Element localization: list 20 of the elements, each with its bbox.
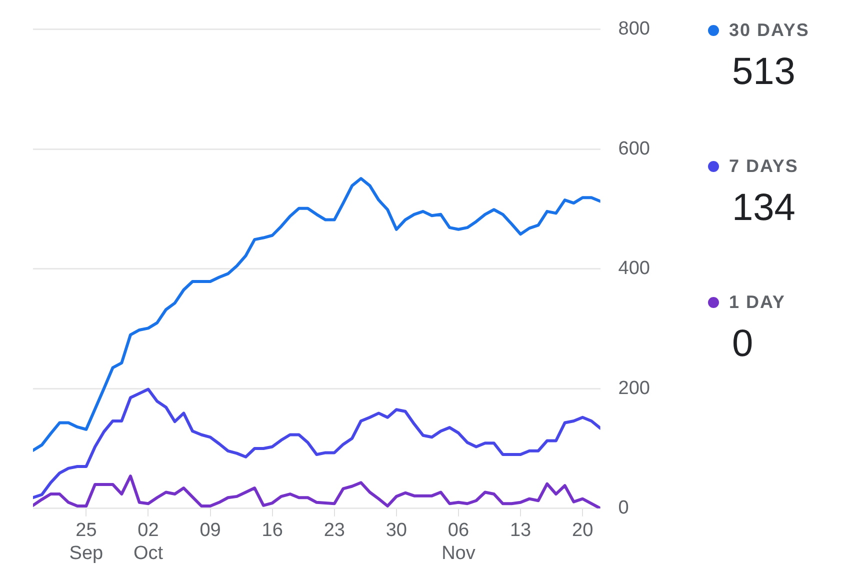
x-tick-label: 20 <box>572 520 594 542</box>
x-tick-label: 30 <box>386 520 407 542</box>
x-tick-label: 09 <box>200 520 221 542</box>
x-tick-label: 23 <box>324 520 345 542</box>
y-tick-label: 200 <box>618 378 650 399</box>
y-tick-label: 0 <box>618 498 629 519</box>
x-tick-label: 16 <box>262 520 283 542</box>
text: 513 <box>732 51 796 94</box>
legend-label: 1 DAY <box>728 292 786 313</box>
text: 134 <box>732 187 796 230</box>
y-tick-label: 600 <box>618 138 650 160</box>
x-tick-label: 02 Oct <box>133 520 164 564</box>
y-tick-label: 800 <box>618 18 650 40</box>
text: 0 <box>732 323 754 366</box>
legend-label: 30 DAYS <box>728 20 810 41</box>
y-tick-label: 400 <box>618 258 650 280</box>
legend-label: 7 DAYS <box>728 156 800 177</box>
x-tick-label: 06 Nov <box>442 520 476 564</box>
x-tick-label: 13 <box>510 520 532 542</box>
x-tick-label: 25 Sep <box>69 520 104 564</box>
